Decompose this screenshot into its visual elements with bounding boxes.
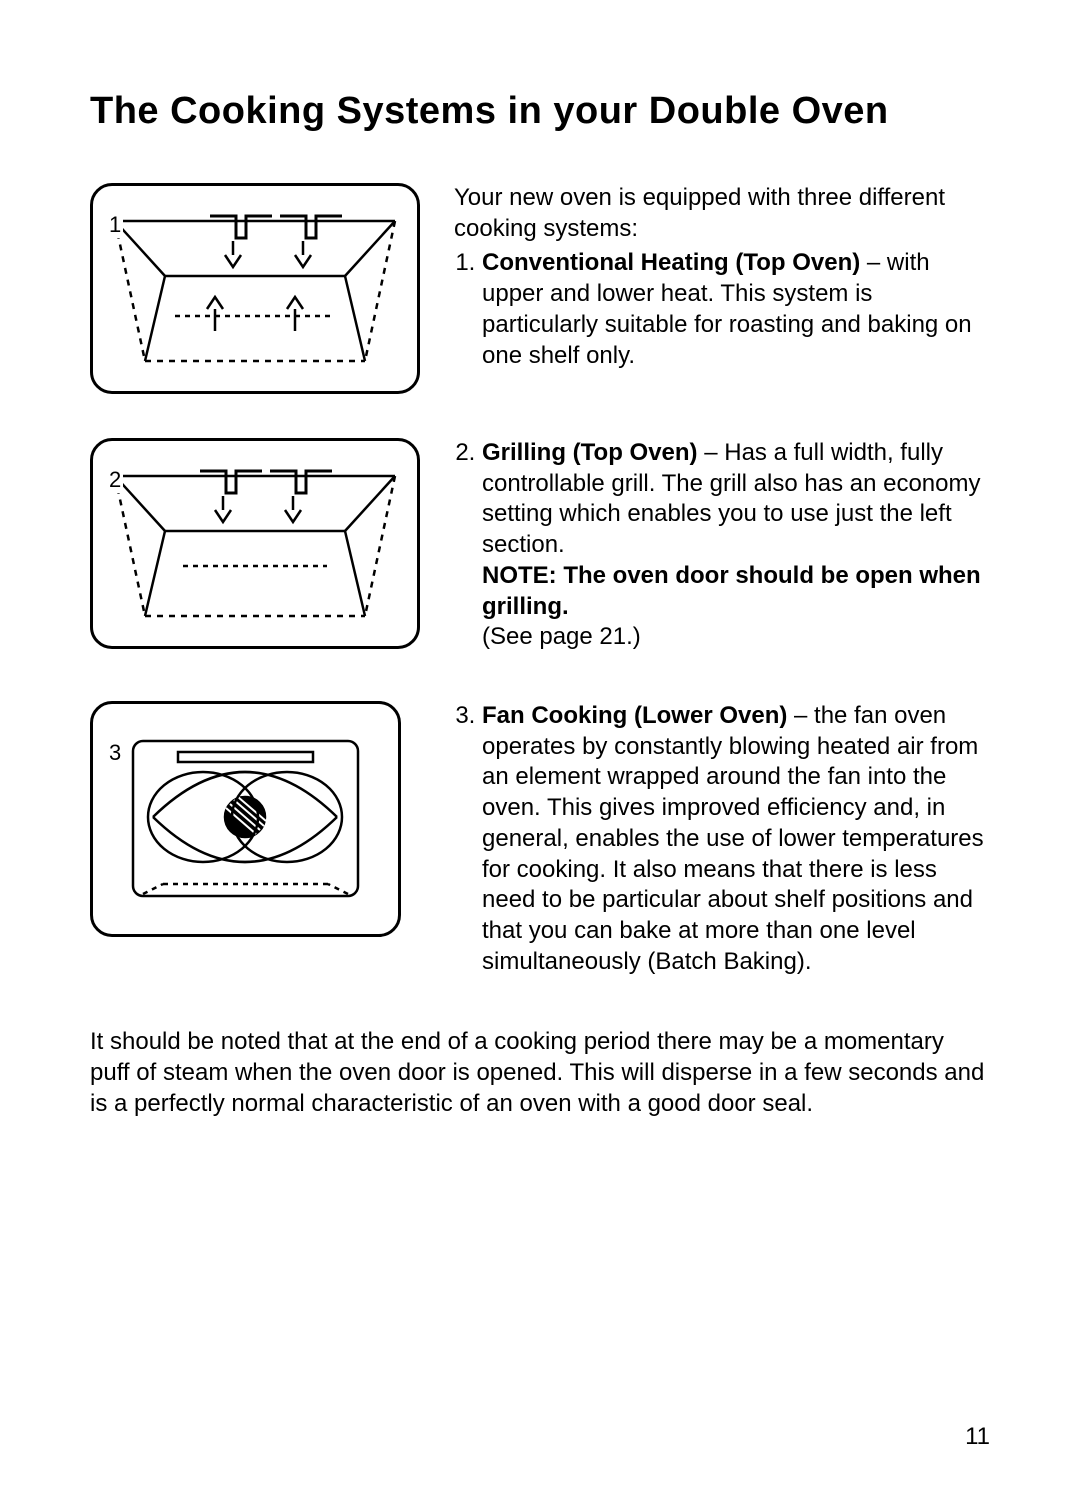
system-item-2: Grilling (Top Oven) – Has a full width, … [482,438,990,653]
systems-list-2: Grilling (Top Oven) – Has a full width, … [454,438,990,653]
diagram-col-1: 1 [90,183,420,394]
content-rows: 1 [90,183,990,982]
systems-list-1: Conventional Heating (Top Oven) – with u… [454,248,990,371]
grilling-icon [105,456,405,631]
diagram-1-label: 1 [107,212,123,238]
system-1-title: Conventional Heating (Top Oven) [482,249,860,276]
document-page: The Cooking Systems in your Double Oven … [0,0,1080,1511]
system-2-see: (See page 21.) [482,623,641,650]
text-col-2: Grilling (Top Oven) – Has a full width, … [454,438,990,657]
intro-text: Your new oven is equipped with three dif… [454,183,990,244]
diagram-col-2: 2 [90,438,420,649]
system-2-note: NOTE: The oven door should be open when … [482,561,990,622]
diagram-col-3: 3 [90,701,420,937]
conventional-heating-icon [105,201,405,376]
page-title: The Cooking Systems in your Double Oven [90,90,990,133]
system-3-text: – the fan oven operates by constantly bl… [482,702,984,975]
system-row-2: 2 [90,438,990,657]
diagram-2-frame: 2 [90,438,420,649]
text-col-3: Fan Cooking (Lower Oven) – the fan oven … [454,701,990,981]
diagram-1-frame: 1 [90,183,420,394]
system-item-3: Fan Cooking (Lower Oven) – the fan oven … [482,701,990,977]
closing-paragraph: It should be noted that at the end of a … [90,1026,990,1120]
system-item-1: Conventional Heating (Top Oven) – with u… [482,248,990,371]
page-number: 11 [965,1423,990,1451]
diagram-3-frame: 3 [90,701,401,937]
systems-list-3: Fan Cooking (Lower Oven) – the fan oven … [454,701,990,977]
system-3-title: Fan Cooking (Lower Oven) [482,702,787,729]
diagram-2-label: 2 [107,467,123,493]
system-row-3: 3 [90,701,990,981]
system-2-title: Grilling (Top Oven) [482,439,698,466]
system-row-1: 1 [90,183,990,394]
fan-cooking-icon [108,719,383,919]
diagram-3-label: 3 [107,740,123,766]
text-col-1: Your new oven is equipped with three dif… [454,183,990,375]
